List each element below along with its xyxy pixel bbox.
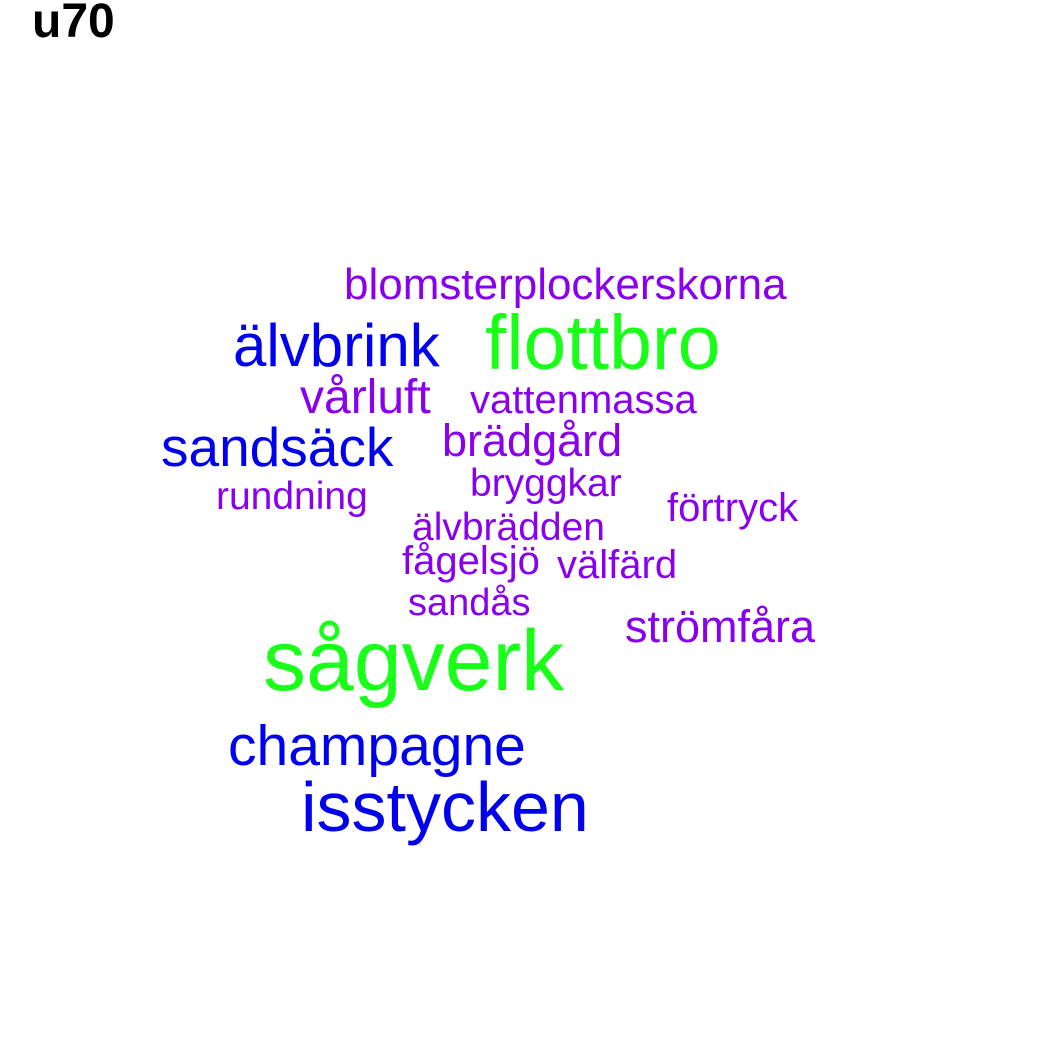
word-bryggkar: bryggkar: [470, 462, 622, 505]
word-sandas: sandås: [408, 582, 531, 624]
word-champagne: champagne: [228, 714, 526, 778]
word-alvbradden: älvbrädden: [412, 506, 605, 549]
word-valfard: välfärd: [557, 543, 678, 587]
word-rundning: rundning: [216, 475, 368, 518]
word-vattenmassa: vattenmassa: [470, 378, 697, 422]
word-varluft: vårluft: [300, 371, 431, 424]
word-blomsterplockerskorna: blomsterplockerskorna: [344, 260, 787, 309]
word-sagverk: sågverk: [263, 613, 565, 709]
word-fortryck: förtryck: [667, 486, 799, 530]
word-bradgard: brädgård: [442, 415, 623, 466]
word-fagelsjo: fågelsjö: [402, 539, 540, 583]
word-flottbro: flottbro: [485, 300, 721, 386]
word-alvbrink: älvbrink: [233, 312, 440, 379]
word-stromfara: strömfåra: [625, 601, 816, 652]
page-title: u70: [32, 0, 115, 48]
word-isstycken: isstycken: [301, 768, 589, 846]
word-sandsack: sandsäck: [161, 416, 394, 478]
